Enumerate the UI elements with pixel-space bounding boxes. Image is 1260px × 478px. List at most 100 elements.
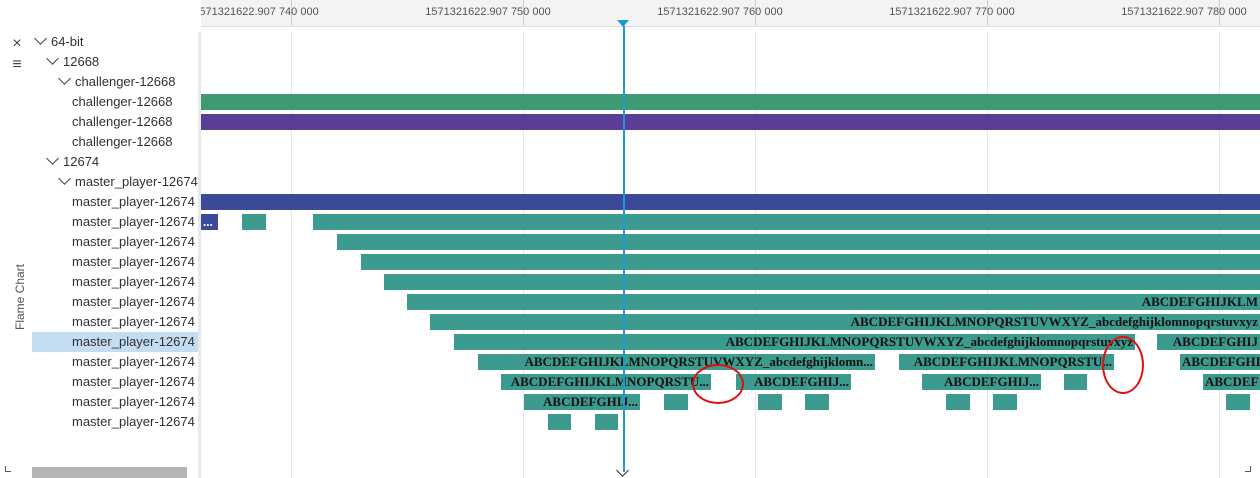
ruler-tick [1219, 0, 1220, 26]
chevron-down-icon[interactable] [58, 72, 71, 85]
ruler-tick-label: 1571321622.907 750 000 [425, 6, 551, 18]
flame-bar[interactable] [201, 94, 1260, 110]
annotation-circle [1102, 336, 1144, 394]
tree-row[interactable]: 12668 [32, 52, 198, 72]
chevron-down-icon[interactable] [46, 152, 59, 165]
tree-row[interactable]: master_player-12674 [32, 412, 198, 432]
ruler-tick-label: 1571321622.907 760 000 [657, 6, 783, 18]
flame-bar[interactable]: ABCDEFGHIJKLMNOPQRSTUVWXYZ_abcdefghijklo… [430, 314, 1260, 330]
tree-row[interactable]: master_player-12674 [32, 372, 198, 392]
close-icon[interactable]: × [12, 35, 22, 52]
flame-bar[interactable]: ABCDEF [1203, 374, 1260, 390]
flame-bar[interactable] [313, 214, 1260, 230]
tree-row[interactable]: master_player-12674 [32, 332, 198, 352]
flame-bar[interactable] [337, 234, 1260, 250]
tree-row[interactable]: challenger-12668 [32, 92, 198, 112]
tree-row-label: 12668 [63, 54, 100, 69]
tree-row-label: challenger-12668 [72, 134, 173, 149]
resize-corner-icon [5, 466, 11, 472]
tree-row[interactable]: master_player-12674 [32, 232, 198, 252]
flame-bar[interactable] [946, 394, 970, 410]
tree-row-label: master_player-12674 [72, 314, 195, 329]
flame-chart-area[interactable]: ... ABCDEFGHIJKLM ABCDEFGHIJKLMNOPQRSTUVWX… [201, 32, 1260, 478]
ruler-tick [755, 0, 756, 26]
time-ruler[interactable]: 1571321622.907 740 000 1571321622.907 750… [201, 0, 1260, 27]
chart-top-gap [201, 27, 1260, 32]
flame-bar[interactable]: ABCDEFGHIJ... [524, 394, 640, 410]
tree-row[interactable]: challenger-12668 [32, 72, 198, 92]
flame-bar[interactable] [993, 394, 1017, 410]
tree-row[interactable]: challenger-12668 [32, 132, 198, 152]
flame-bar[interactable] [1226, 394, 1250, 410]
tree-row-label: master_player-12674 [72, 234, 195, 249]
menu-icon[interactable]: ≡ [12, 56, 22, 73]
time-cursor-line[interactable] [623, 26, 625, 472]
flame-bar[interactable]: ABCDEFGHIJKLMNOPQRSTUVWXYZ_abcdefghijklo… [478, 354, 875, 370]
flame-bar[interactable]: ABCDEFGHIJ... [736, 374, 851, 390]
tree-row[interactable]: master_player-12674 [32, 172, 198, 192]
resize-corner-icon [1245, 466, 1251, 472]
flame-bar[interactable]: ABCDEFGHIJ... [922, 374, 1041, 390]
tree-row[interactable]: master_player-12674 [32, 192, 198, 212]
tree-row[interactable]: master_player-12674 [32, 312, 198, 332]
tree-row-label: challenger-12668 [72, 94, 173, 109]
grid-line [291, 32, 292, 478]
tree-scrollbar-thumb[interactable] [32, 467, 187, 478]
annotation-circle [692, 364, 744, 404]
chevron-down-icon[interactable] [58, 172, 71, 185]
ruler-tick [291, 0, 292, 26]
tree-row-label: master_player-12674 [75, 174, 198, 189]
ruler-tick-label: 1571321622.907 770 000 [889, 6, 1015, 18]
tree-row-label: master_player-12674 [72, 394, 195, 409]
tree-row[interactable]: master_player-12674 [32, 392, 198, 412]
flame-bar[interactable] [242, 214, 266, 230]
flame-bar[interactable] [664, 394, 688, 410]
flame-bar[interactable]: ... [201, 214, 218, 230]
tree-row-label: master_player-12674 [72, 214, 195, 229]
tree-row-label: 64-bit [51, 34, 84, 49]
flame-bar[interactable] [805, 394, 829, 410]
ruler-tick [987, 0, 988, 26]
flame-bar[interactable] [595, 414, 618, 430]
flame-bar[interactable]: ABCDEFGHI [1180, 354, 1260, 370]
flame-bar[interactable] [201, 194, 1260, 210]
tree-row[interactable]: 64-bit [32, 32, 198, 52]
tree-row[interactable]: master_player-12674 [32, 212, 198, 232]
flame-bar[interactable]: ABCDEFGHIJ [1157, 334, 1260, 350]
tree-row-label: master_player-12674 [72, 374, 195, 389]
tree-row-label: master_player-12674 [72, 414, 195, 429]
track-tree: 64-bit 12668 challenger-12668 challenger-12… [32, 32, 198, 460]
ruler-tick [523, 0, 524, 26]
tree-row-label: 12674 [63, 154, 100, 169]
flame-bar[interactable] [1064, 374, 1087, 390]
tree-row[interactable]: master_player-12674 [32, 292, 198, 312]
tree-row-label: master_player-12674 [72, 274, 195, 289]
tree-row-label: master_player-12674 [72, 334, 195, 349]
tree-row-label: master_player-12674 [72, 354, 195, 369]
ruler-tick-label: 1571321622.907 740 000 [201, 6, 319, 18]
ruler-tick-label: 1571321622.907 780 000 [1121, 6, 1247, 18]
tree-row[interactable]: master_player-12674 [32, 252, 198, 272]
side-toolbar: × ≡ Flame Chart [0, 0, 32, 478]
tree-row-label: master_player-12674 [72, 294, 195, 309]
chevron-down-icon[interactable] [46, 52, 59, 65]
flame-bar[interactable] [758, 394, 782, 410]
flame-bar[interactable]: ABCDEFGHIJKLMNOPQRSTU... [501, 374, 711, 390]
chevron-down-icon[interactable] [34, 32, 47, 45]
tree-row[interactable]: 12674 [32, 152, 198, 172]
flame-bar[interactable] [361, 254, 1260, 270]
tree-row-label: challenger-12668 [72, 114, 173, 129]
flame-bar[interactable]: ABCDEFGHIJKLM [407, 294, 1260, 310]
tree-row[interactable]: challenger-12668 [32, 112, 198, 132]
tree-row[interactable]: master_player-12674 [32, 272, 198, 292]
flame-bar[interactable] [548, 414, 571, 430]
tree-row[interactable]: master_player-12674 [32, 352, 198, 372]
tree-row-label: master_player-12674 [72, 254, 195, 269]
flame-bar[interactable]: ABCDEFGHIJKLMNOPQRSTU... [899, 354, 1114, 370]
tree-row-label: challenger-12668 [75, 74, 176, 89]
time-cursor-marker-icon[interactable] [617, 20, 629, 27]
panel-divider[interactable] [198, 32, 201, 478]
flame-bar[interactable]: ABCDEFGHIJKLMNOPQRSTUVWXYZ_abcdefghijklo… [454, 334, 1135, 350]
flame-bar[interactable] [384, 274, 1260, 290]
flame-bar[interactable] [201, 114, 1260, 130]
